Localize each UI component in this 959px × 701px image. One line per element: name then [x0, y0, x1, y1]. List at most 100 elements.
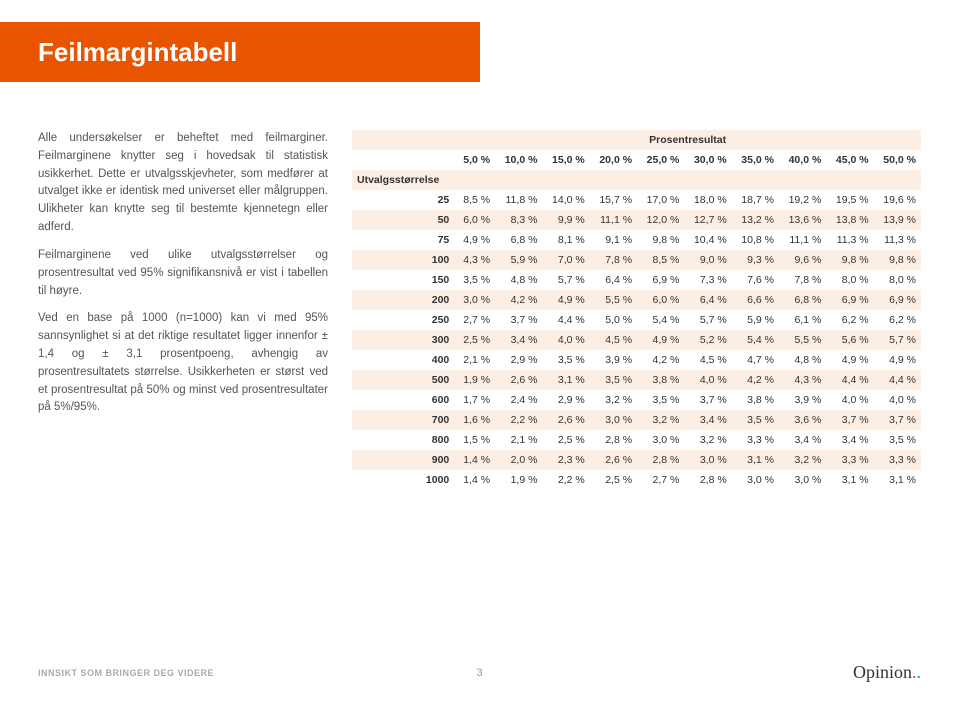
- table-cell: 2,1 %: [454, 350, 495, 370]
- table-cell: 4,5 %: [684, 350, 731, 370]
- table-cell: 3,7 %: [495, 310, 542, 330]
- row-header: 600: [352, 390, 454, 410]
- page-number: 3: [476, 667, 482, 679]
- table-cell: 19,5 %: [826, 190, 873, 210]
- table-cell: 3,2 %: [684, 430, 731, 450]
- table-row: 3002,5 %3,4 %4,0 %4,5 %4,9 %5,2 %5,4 %5,…: [352, 330, 921, 350]
- table-cell: 13,2 %: [732, 210, 779, 230]
- table-top-label: Prosentresultat: [454, 130, 921, 150]
- table-cell: 4,0 %: [874, 390, 921, 410]
- table-cell: 3,2 %: [779, 450, 826, 470]
- table-cell: 8,1 %: [542, 230, 589, 250]
- table-cell: 4,0 %: [826, 390, 873, 410]
- col-header: 45,0 %: [826, 150, 873, 170]
- content-area: Alle undersøkelser er beheftet med feilm…: [38, 130, 921, 641]
- table-cell: 3,3 %: [826, 450, 873, 470]
- row-header: 900: [352, 450, 454, 470]
- table-cell: 10,4 %: [684, 230, 731, 250]
- table-cell: 2,5 %: [542, 430, 589, 450]
- table-cell: 11,8 %: [495, 190, 542, 210]
- footer: INNSIKT SOM BRINGER DEG VIDERE 3 Opinion…: [38, 662, 921, 683]
- table-cell: 9,9 %: [542, 210, 589, 230]
- left-column: Alle undersøkelser er beheftet med feilm…: [38, 130, 328, 641]
- table-cell: 4,9 %: [874, 350, 921, 370]
- table-cell: 8,0 %: [826, 270, 873, 290]
- table-cell: 3,0 %: [732, 470, 779, 490]
- table-cell: 5,7 %: [874, 330, 921, 350]
- col-header: 30,0 %: [684, 150, 731, 170]
- table-cell: 3,1 %: [542, 370, 589, 390]
- col-header: 20,0 %: [590, 150, 637, 170]
- row-header: 200: [352, 290, 454, 310]
- col-header: 50,0 %: [874, 150, 921, 170]
- table-cell: 13,6 %: [779, 210, 826, 230]
- right-column: Prosentresultat 5,0 %10,0 %15,0 %20,0 %2…: [352, 130, 921, 641]
- table-cell: 2,8 %: [684, 470, 731, 490]
- table-cell: 6,2 %: [874, 310, 921, 330]
- row-header: 800: [352, 430, 454, 450]
- table-cell: 8,5 %: [454, 190, 495, 210]
- table-cell: 5,2 %: [684, 330, 731, 350]
- table-cell: 4,5 %: [590, 330, 637, 350]
- table-cell: 1,6 %: [454, 410, 495, 430]
- table-cell: 4,9 %: [637, 330, 684, 350]
- table-cell: 13,9 %: [874, 210, 921, 230]
- table-cell: 10,8 %: [732, 230, 779, 250]
- table-cell: 4,7 %: [732, 350, 779, 370]
- table-cell: 18,7 %: [732, 190, 779, 210]
- table-cell: 3,0 %: [454, 290, 495, 310]
- row-header: 150: [352, 270, 454, 290]
- table-cell: 2,4 %: [495, 390, 542, 410]
- table-cell: 2,8 %: [637, 450, 684, 470]
- table-cell: 3,0 %: [590, 410, 637, 430]
- table-cell: 2,2 %: [542, 470, 589, 490]
- table-cell: 3,2 %: [590, 390, 637, 410]
- paragraph-1: Alle undersøkelser er beheftet med feilm…: [38, 130, 328, 237]
- table-cell: 2,6 %: [542, 410, 589, 430]
- table-cell: 3,5 %: [732, 410, 779, 430]
- table-row: 506,0 %8,3 %9,9 %11,1 %12,0 %12,7 %13,2 …: [352, 210, 921, 230]
- col-header: 10,0 %: [495, 150, 542, 170]
- table-cell: 4,2 %: [732, 370, 779, 390]
- table-cell: 6,8 %: [779, 290, 826, 310]
- col-header: 35,0 %: [732, 150, 779, 170]
- table-cell: 3,8 %: [637, 370, 684, 390]
- table-cell: 3,1 %: [732, 450, 779, 470]
- table-cell: 6,4 %: [684, 290, 731, 310]
- table-cell: 4,8 %: [495, 270, 542, 290]
- table-cell: 4,9 %: [826, 350, 873, 370]
- logo-dot-blue: .: [917, 662, 922, 682]
- table-cell: 12,7 %: [684, 210, 731, 230]
- table-cell: 2,9 %: [542, 390, 589, 410]
- table-cell: 6,9 %: [637, 270, 684, 290]
- table-cell: 8,5 %: [637, 250, 684, 270]
- table-cell: 6,0 %: [637, 290, 684, 310]
- table-cell: 19,2 %: [779, 190, 826, 210]
- table-cell: 4,3 %: [454, 250, 495, 270]
- logo: Opinion..: [853, 662, 921, 683]
- row-header: 250: [352, 310, 454, 330]
- table-row: 1503,5 %4,8 %5,7 %6,4 %6,9 %7,3 %7,6 %7,…: [352, 270, 921, 290]
- table-row: 9001,4 %2,0 %2,3 %2,6 %2,8 %3,0 %3,1 %3,…: [352, 450, 921, 470]
- table-cell: 5,7 %: [542, 270, 589, 290]
- table-cell: 3,0 %: [684, 450, 731, 470]
- row-header: 25: [352, 190, 454, 210]
- table-cell: 11,3 %: [874, 230, 921, 250]
- table-cell: 2,6 %: [495, 370, 542, 390]
- table-cell: 5,4 %: [637, 310, 684, 330]
- row-header: 100: [352, 250, 454, 270]
- table-cell: 4,0 %: [542, 330, 589, 350]
- table-cell: 4,4 %: [542, 310, 589, 330]
- table-cell: 3,0 %: [637, 430, 684, 450]
- table-cell: 3,6 %: [779, 410, 826, 430]
- table-cell: 2,1 %: [495, 430, 542, 450]
- table-cell: 3,4 %: [779, 430, 826, 450]
- table-cell: 9,0 %: [684, 250, 731, 270]
- table-cell: 9,8 %: [874, 250, 921, 270]
- table-cell: 1,4 %: [454, 450, 495, 470]
- table-cell: 3,9 %: [779, 390, 826, 410]
- paragraph-3: Ved en base på 1000 (n=1000) kan vi med …: [38, 310, 328, 417]
- table-cell: 5,9 %: [495, 250, 542, 270]
- table-cell: 3,1 %: [826, 470, 873, 490]
- table-cell: 1,9 %: [454, 370, 495, 390]
